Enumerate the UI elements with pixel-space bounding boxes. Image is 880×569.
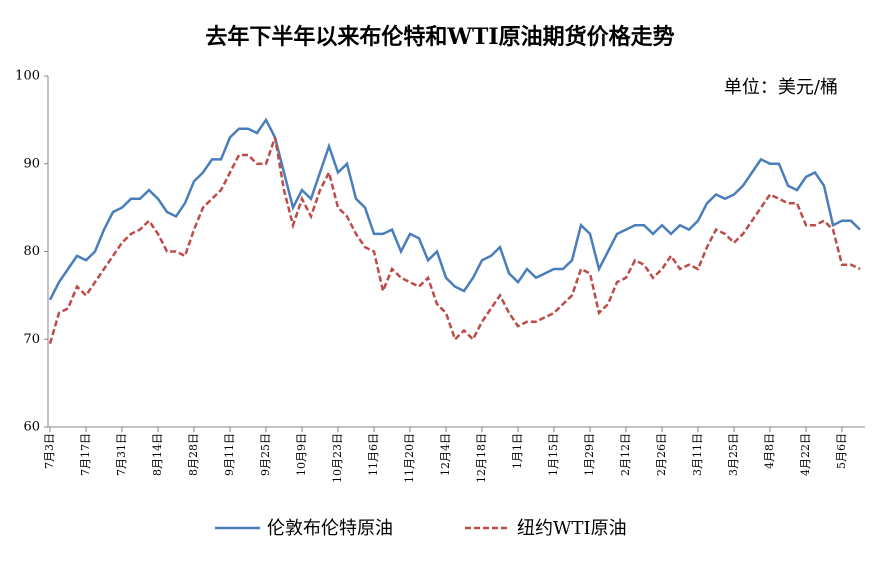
y-tick-label: 90 — [23, 156, 40, 171]
x-tick-label: 7月31日 — [115, 433, 128, 476]
x-tick-label: 4月8日 — [763, 433, 776, 469]
x-tick-label: 9月11日 — [223, 433, 236, 476]
x-tick-label: 12月18日 — [475, 433, 488, 483]
series-line — [48, 136, 861, 344]
x-tick-label: 10月23日 — [331, 433, 344, 483]
series-line — [48, 117, 861, 301]
x-tick-label: 1月1日 — [511, 433, 524, 469]
x-tick-label: 3月11日 — [691, 433, 704, 476]
y-tick-label: 80 — [23, 244, 40, 259]
legend-label: 纽约WTI原油 — [517, 518, 627, 539]
x-tick-label: 10月9日 — [295, 433, 308, 476]
chart-title: 去年下半年以来布伦特和WTI原油期货价格走势 — [205, 24, 674, 50]
x-tick-label: 5月6日 — [835, 433, 848, 469]
y-tick-label: 70 — [23, 332, 40, 347]
y-tick-label: 100 — [15, 69, 40, 84]
x-tick-label: 7月17日 — [79, 433, 92, 476]
x-tick-label: 1月15日 — [547, 433, 560, 476]
x-tick-label: 4月22日 — [799, 433, 812, 476]
x-tick-label: 7月3日 — [43, 433, 56, 469]
x-tick-label: 2月12日 — [619, 433, 632, 476]
x-tick-label: 9月25日 — [259, 433, 272, 476]
x-tick-label: 8月14日 — [151, 433, 164, 476]
x-tick-label: 3月25日 — [727, 433, 740, 476]
x-tick-label: 11月20日 — [403, 433, 416, 483]
unit-note: 单位：美元/桶 — [724, 77, 838, 98]
legend-label: 伦敦布伦特原油 — [267, 518, 393, 539]
y-tick-label: 60 — [23, 420, 40, 435]
x-tick-label: 12月4日 — [439, 433, 452, 476]
x-tick-label: 1月29日 — [583, 433, 596, 476]
x-tick-label: 8月28日 — [187, 433, 200, 476]
x-tick-label: 11月6日 — [367, 433, 380, 476]
x-tick-label: 2月26日 — [655, 433, 668, 476]
